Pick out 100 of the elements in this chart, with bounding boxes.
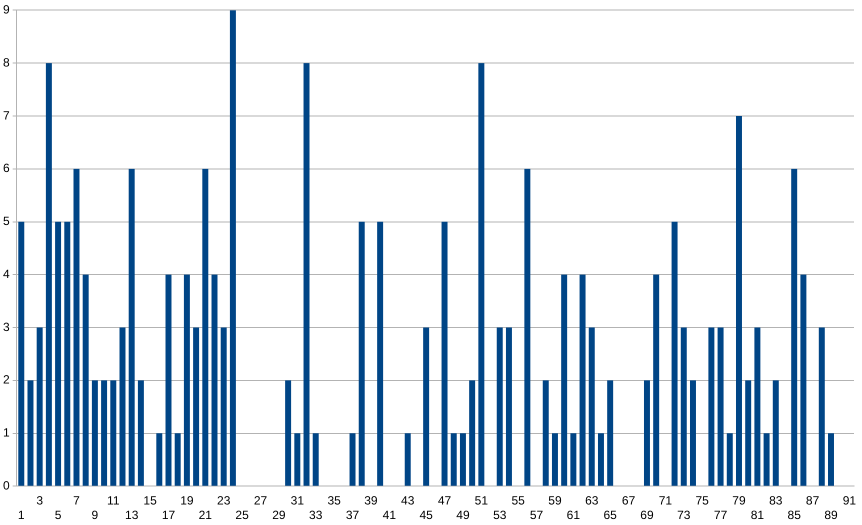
x-tick-label: 55 [511, 494, 526, 508]
x-tick-label: 9 [92, 508, 99, 522]
bar [653, 274, 660, 486]
x-tick-label: 83 [769, 494, 783, 508]
y-tick-label: 7 [2, 108, 10, 122]
bar [128, 168, 135, 486]
bar [82, 274, 89, 486]
bar [818, 328, 825, 486]
x-tick-label: 17 [162, 508, 176, 522]
x-tick-label: 13 [125, 508, 139, 522]
bar [423, 328, 430, 486]
bar [230, 10, 236, 486]
x-tick-label: 35 [327, 494, 342, 508]
bar [718, 328, 724, 486]
bar [350, 433, 356, 486]
x-tick-label: 37 [346, 508, 360, 522]
x-tick-label: 67 [622, 494, 636, 508]
bar [754, 328, 760, 486]
bar [764, 433, 770, 486]
bar [377, 222, 384, 486]
bar [220, 328, 227, 486]
bar [598, 433, 604, 486]
x-tick-label: 73 [677, 508, 691, 522]
bar [506, 328, 512, 486]
bar [404, 433, 411, 486]
x-tick-label: 33 [309, 508, 323, 522]
bar [772, 380, 779, 486]
y-tick-label: 1 [2, 426, 10, 440]
bar [460, 433, 466, 486]
x-tick-label: 71 [658, 494, 672, 508]
bar [607, 380, 614, 486]
bar [36, 328, 43, 486]
bar [212, 274, 218, 486]
bar [120, 328, 126, 486]
x-tick-label: 39 [364, 494, 378, 508]
x-tick-label: 7 [73, 494, 80, 508]
bar [285, 380, 292, 486]
bar [644, 380, 650, 486]
x-tick-label: 1 [18, 508, 25, 522]
x-tick-label: 25 [235, 508, 250, 522]
y-tick-label: 5 [2, 214, 10, 228]
x-tick-label: 45 [419, 508, 434, 522]
bar [708, 328, 714, 486]
x-tick-label: 61 [566, 508, 580, 522]
x-tick-label: 59 [548, 494, 562, 508]
bar [64, 222, 70, 486]
bar [680, 328, 687, 486]
bar [73, 168, 80, 486]
bar [561, 274, 568, 486]
bar [166, 274, 172, 486]
bar [580, 274, 586, 486]
bar [478, 63, 484, 486]
bar [442, 222, 448, 486]
bar [588, 328, 595, 486]
bar [174, 433, 181, 486]
x-tick-label: 47 [438, 494, 452, 508]
bar [358, 222, 365, 486]
x-tick-label: 21 [198, 508, 212, 522]
x-tick-label: 85 [788, 508, 802, 522]
bar [110, 380, 116, 486]
bar [193, 328, 200, 486]
x-tick-label: 63 [585, 494, 599, 508]
y-tick-label: 0 [2, 478, 10, 493]
bar [55, 222, 62, 486]
x-tick-label: 49 [456, 508, 470, 522]
bar [138, 380, 144, 486]
bar [46, 63, 52, 486]
y-tick-label: 3 [2, 320, 10, 334]
y-tick-label: 2 [2, 372, 10, 387]
bar [101, 380, 108, 486]
bar [828, 433, 834, 486]
bar [469, 380, 476, 486]
x-tick-label: 41 [382, 508, 396, 522]
bar [18, 222, 24, 486]
bar [800, 274, 806, 486]
bar [156, 433, 162, 486]
bar [184, 274, 190, 486]
bar [672, 222, 678, 486]
x-tick-label: 89 [824, 508, 838, 522]
bar [690, 380, 696, 486]
bar [552, 433, 558, 486]
bar [542, 380, 549, 486]
y-tick-label: 8 [2, 55, 10, 70]
x-tick-label: 79 [732, 494, 746, 508]
x-tick-label: 53 [493, 508, 507, 522]
x-tick-label: 23 [217, 494, 231, 508]
x-tick-label: 91 [842, 494, 856, 508]
bar [736, 116, 742, 486]
x-tick-label: 65 [603, 508, 618, 522]
y-tick-label: 9 [2, 2, 10, 17]
x-tick-label: 43 [401, 494, 415, 508]
bar [450, 433, 457, 486]
x-tick-label: 69 [640, 508, 654, 522]
x-tick-label: 27 [254, 494, 268, 508]
x-tick-label: 5 [54, 508, 62, 522]
bar [570, 433, 576, 486]
x-tick-label: 51 [474, 494, 488, 508]
bar [791, 168, 798, 486]
y-tick-label: 6 [2, 161, 10, 176]
x-tick-label: 3 [36, 494, 44, 508]
